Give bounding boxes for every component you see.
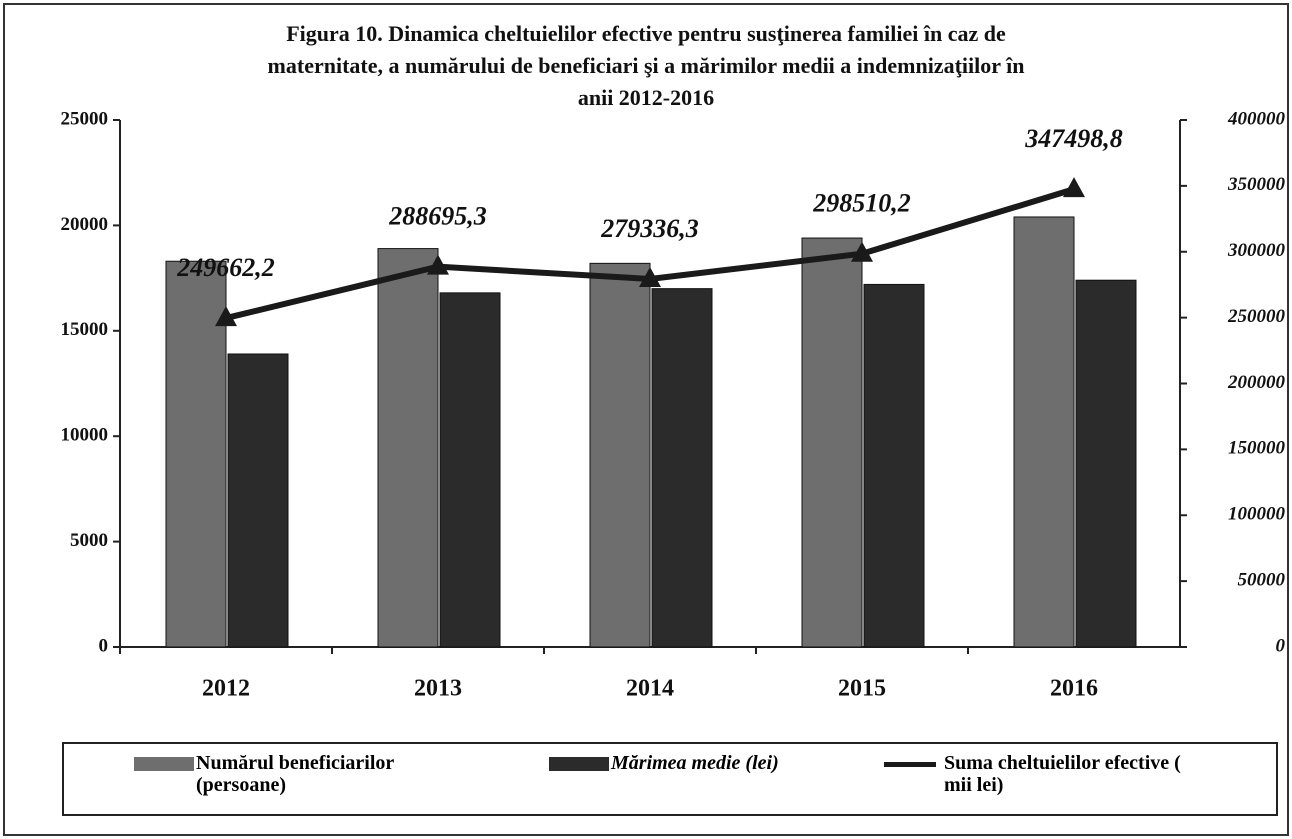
x-tick-label: 2016 bbox=[1050, 676, 1098, 702]
legend-swatch bbox=[549, 757, 609, 771]
line-marker bbox=[1063, 177, 1085, 198]
y2-tick-label: 100000 bbox=[1228, 504, 1286, 525]
data-label: 288695,3 bbox=[388, 202, 487, 231]
legend-swatch bbox=[884, 762, 936, 767]
chart-title: maternitate, a numărului de beneficiari … bbox=[268, 53, 1025, 78]
x-tick-label: 2012 bbox=[202, 676, 250, 702]
bar bbox=[439, 292, 501, 648]
frame bbox=[3, 3, 1289, 836]
y2-tick-label: 150000 bbox=[1228, 438, 1286, 459]
y-tick-label: 0 bbox=[99, 635, 109, 656]
x-tick-label: 2013 bbox=[414, 676, 462, 702]
y-tick-label: 15000 bbox=[61, 319, 109, 340]
y2-tick-label: 0 bbox=[1276, 635, 1286, 656]
legend: Numărul beneficiarilor (persoane) Mărimea… bbox=[62, 742, 1278, 816]
line-marker bbox=[215, 306, 237, 327]
data-label: 298510,2 bbox=[812, 189, 911, 218]
bar bbox=[651, 288, 713, 648]
legend-swatch bbox=[134, 757, 194, 771]
y-tick-label: 20000 bbox=[61, 214, 109, 235]
line-marker bbox=[639, 266, 661, 287]
bar bbox=[801, 237, 863, 648]
legend-label: Mărimea medie (lei) bbox=[611, 752, 779, 774]
y2-tick-label: 200000 bbox=[1227, 372, 1286, 393]
bar bbox=[227, 353, 289, 648]
data-label: 279336,3 bbox=[600, 214, 699, 243]
y2-tick-label: 350000 bbox=[1227, 174, 1286, 195]
bar bbox=[589, 262, 651, 648]
x-tick-label: 2015 bbox=[838, 676, 886, 702]
data-label: 347498,8 bbox=[1024, 124, 1123, 153]
data-label: 249662,2 bbox=[176, 253, 275, 282]
y2-tick-label: 250000 bbox=[1227, 306, 1286, 327]
line-marker bbox=[427, 254, 449, 275]
y2-tick-label: 300000 bbox=[1227, 240, 1286, 261]
bar bbox=[1013, 216, 1075, 648]
chart-title: Figura 10. Dinamica cheltuielilor efecti… bbox=[286, 21, 1006, 46]
x-tick-label: 2014 bbox=[626, 676, 674, 702]
legend-label: Numărul beneficiarilor (persoane) bbox=[196, 752, 394, 796]
line-marker bbox=[851, 241, 873, 262]
y-tick-label: 25000 bbox=[61, 108, 109, 129]
bar bbox=[863, 283, 925, 648]
bar bbox=[1075, 279, 1137, 648]
bar bbox=[165, 260, 227, 648]
legend-item: Numărul beneficiarilor (persoane) bbox=[134, 752, 436, 796]
legend-item: Mărimea medie (lei) bbox=[549, 752, 851, 774]
legend-item: Suma cheltuielilor efective ( mii lei) bbox=[884, 752, 1184, 796]
y-tick-label: 10000 bbox=[61, 425, 109, 446]
bar bbox=[377, 248, 439, 648]
legend-label: Suma cheltuielilor efective ( mii lei) bbox=[944, 752, 1181, 796]
chart-title: anii 2012-2016 bbox=[578, 85, 714, 110]
y2-tick-label: 400000 bbox=[1227, 108, 1286, 129]
y-tick-label: 5000 bbox=[70, 530, 108, 551]
y2-tick-label: 50000 bbox=[1238, 569, 1286, 590]
